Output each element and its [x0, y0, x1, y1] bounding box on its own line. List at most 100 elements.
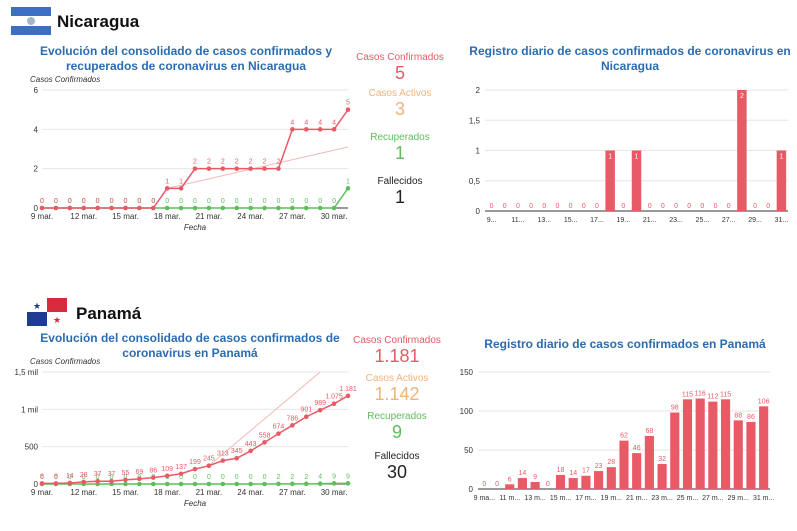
active-value: 1.142 — [374, 384, 420, 404]
data-label: 0 — [332, 198, 336, 205]
data-label: 0 — [151, 198, 155, 205]
data-label: 28 — [80, 472, 88, 479]
data-label: 0 — [595, 203, 599, 210]
data-label: 23 — [595, 463, 603, 470]
x-tick-label: 27 mar. — [279, 212, 306, 221]
data-point — [317, 205, 323, 211]
data-label: 4 — [332, 119, 336, 126]
data-label: 62 — [620, 433, 628, 440]
data-label: 2 — [235, 159, 239, 166]
data-label: 558 — [259, 432, 271, 439]
data-label: 106 — [758, 398, 770, 405]
data-point — [276, 205, 281, 211]
pan-cumulative-chart-title: Evolución del consolidado de casos confi… — [40, 331, 340, 360]
data-label: 0 — [110, 474, 114, 481]
bar — [670, 412, 680, 489]
y-tick-label: 1,5 mil — [14, 368, 38, 377]
data-label: 115 — [682, 391, 693, 398]
y-tick-label: 100 — [460, 407, 474, 416]
data-label: 0 — [495, 481, 499, 488]
data-point — [331, 205, 337, 211]
data-label: 0 — [96, 474, 100, 481]
panama-flag-graphic: ★ ★ — [27, 298, 67, 326]
data-label: 98 — [671, 405, 679, 412]
data-point — [164, 186, 170, 191]
data-label: 0 — [263, 198, 267, 205]
data-label: 2 — [290, 474, 294, 481]
x-tick-label: 29 m... — [728, 495, 749, 502]
x-tick-label: 15 mar. — [112, 212, 139, 221]
data-point — [81, 479, 87, 485]
data-label: 86 — [747, 414, 755, 421]
data-label: 4 — [304, 119, 308, 126]
data-point — [178, 186, 184, 191]
data-point — [317, 481, 323, 487]
data-label: 0 — [54, 198, 58, 205]
data-label: 0 — [753, 203, 757, 210]
data-point — [234, 205, 240, 211]
data-point — [276, 431, 281, 436]
bar — [759, 406, 769, 489]
data-point — [248, 481, 253, 487]
data-point — [164, 481, 170, 487]
data-point — [53, 481, 59, 486]
deaths-label: Fallecidos — [374, 451, 420, 462]
data-point — [290, 205, 295, 211]
data-point — [178, 205, 184, 211]
bar — [631, 150, 642, 211]
x-tick-label: 15 mar. — [112, 488, 139, 497]
data-label: 0 — [68, 198, 72, 205]
y-tick-label: 500 — [25, 443, 39, 452]
bar — [568, 478, 578, 489]
data-point — [150, 205, 156, 211]
data-point — [67, 480, 73, 486]
data-label: 0 — [221, 198, 225, 205]
nic-cumulative-chart-title: Evolución del consolidado de casos confi… — [39, 44, 333, 73]
data-point — [164, 473, 170, 479]
data-label: 1.181 — [339, 386, 357, 393]
bar — [605, 150, 615, 211]
data-point — [95, 478, 100, 484]
data-label: 1 — [635, 154, 639, 161]
data-label: 443 — [245, 441, 257, 448]
bar — [746, 421, 756, 489]
y-tick-label: 0 — [34, 204, 39, 213]
data-point — [290, 423, 295, 428]
data-label: 2 — [207, 159, 211, 166]
x-tick-label: 25 m... — [677, 495, 698, 502]
data-point — [137, 205, 142, 211]
x-tick-label: 9... — [487, 217, 497, 224]
y-tick-label: 1 mil — [21, 405, 38, 414]
data-point — [234, 455, 240, 461]
confirmed-value: 1.181 — [374, 346, 420, 366]
data-label: 137 — [175, 464, 187, 471]
data-point — [317, 127, 323, 132]
data-label: 18 — [557, 467, 565, 474]
bar — [581, 475, 591, 489]
data-label: 0 — [582, 203, 586, 210]
data-label: 0 — [40, 198, 44, 205]
nic-stats-panel: Casos Confirmados 5 Casos Activos 3 Recu… — [355, 52, 445, 208]
x-tick-label: 21... — [643, 217, 657, 224]
trend-line — [167, 146, 349, 189]
data-point — [331, 127, 337, 132]
panama-flag-icon: ★ ★ — [27, 298, 67, 326]
data-label: 0 — [137, 198, 141, 205]
country-title-panama: Panamá — [76, 304, 142, 323]
x-tick-label: 25... — [696, 217, 710, 224]
data-label: 0 — [82, 198, 86, 205]
active-label: Casos Activos — [365, 373, 429, 384]
active-label: Casos Activos — [368, 88, 432, 99]
data-point — [331, 401, 337, 407]
x-tick-label: 15... — [564, 217, 578, 224]
data-point — [192, 481, 198, 487]
data-point — [262, 205, 267, 211]
x-tick-label: 18 mar. — [154, 488, 181, 497]
data-label: 0 — [503, 203, 507, 210]
data-point — [192, 166, 198, 171]
bar — [517, 478, 528, 489]
data-label: 0 — [124, 198, 128, 205]
x-axis-title: Fecha — [184, 499, 207, 508]
recovered-label: Recuperados — [367, 411, 427, 422]
